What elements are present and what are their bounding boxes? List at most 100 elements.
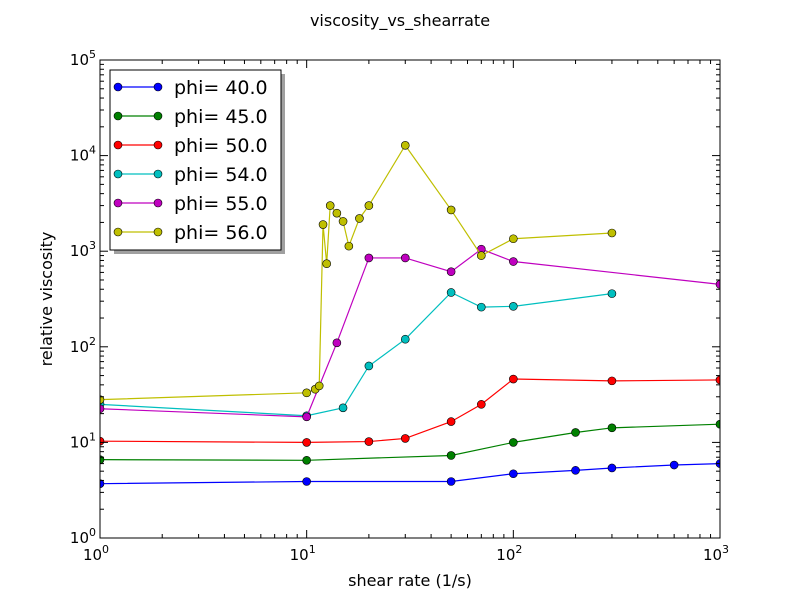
data-point bbox=[669, 460, 679, 470]
data-point bbox=[607, 289, 617, 298]
data-point bbox=[607, 423, 617, 433]
data-point bbox=[100, 436, 105, 446]
data-point bbox=[509, 257, 518, 266]
data-point bbox=[477, 302, 486, 312]
legend-marker bbox=[153, 198, 163, 208]
legend-marker bbox=[113, 111, 123, 121]
data-point bbox=[100, 479, 105, 488]
y-tick-base: 10 bbox=[70, 433, 89, 451]
data-point bbox=[715, 419, 720, 429]
data-point bbox=[364, 361, 374, 371]
y-tick-base: 10 bbox=[70, 338, 89, 356]
legend-marker bbox=[153, 140, 163, 150]
data-point bbox=[100, 395, 105, 404]
data-point bbox=[400, 253, 410, 263]
data-point bbox=[302, 455, 311, 465]
data-point bbox=[314, 381, 324, 391]
legend-label: phi= 50.0 bbox=[174, 135, 268, 157]
data-point bbox=[325, 201, 335, 210]
x-tick-exponent: 2 bbox=[515, 543, 522, 556]
data-point bbox=[446, 288, 456, 297]
data-point bbox=[571, 428, 580, 437]
y-tick-exponent: 0 bbox=[89, 526, 96, 539]
y-tick-label: 104 bbox=[70, 144, 96, 165]
y-tick-base: 10 bbox=[70, 529, 89, 547]
data-point bbox=[715, 280, 720, 289]
legend-marker bbox=[153, 111, 163, 121]
series-5 bbox=[100, 141, 617, 404]
y-axis-label: relative viscosity bbox=[37, 232, 56, 367]
data-point bbox=[302, 438, 311, 447]
y-tick-base: 10 bbox=[70, 147, 89, 165]
data-point bbox=[338, 217, 348, 226]
y-tick-exponent: 3 bbox=[89, 239, 96, 252]
legend-marker bbox=[113, 82, 123, 92]
x-tick-label: 100 bbox=[83, 543, 109, 564]
data-point bbox=[509, 302, 518, 311]
y-tick-label: 100 bbox=[70, 526, 96, 547]
series-line bbox=[100, 463, 720, 485]
data-point bbox=[509, 469, 518, 479]
data-point bbox=[607, 376, 617, 386]
data-point bbox=[338, 403, 348, 413]
legend-marker bbox=[153, 227, 163, 237]
data-point bbox=[364, 253, 374, 263]
data-point bbox=[322, 259, 331, 269]
y-tick-exponent: 2 bbox=[89, 335, 96, 348]
x-tick-label: 103 bbox=[703, 543, 729, 564]
y-tick-exponent: 1 bbox=[89, 430, 96, 443]
y-tick-label: 101 bbox=[70, 430, 96, 451]
y-tick-label: 103 bbox=[70, 239, 96, 260]
data-point bbox=[446, 477, 456, 486]
data-point bbox=[509, 234, 518, 244]
chart-title: viscosity_vs_shearrate bbox=[310, 11, 490, 31]
data-point bbox=[477, 400, 486, 409]
series-3 bbox=[100, 288, 617, 421]
data-point bbox=[607, 228, 617, 238]
y-tick-label: 102 bbox=[70, 335, 96, 356]
data-point bbox=[715, 375, 720, 385]
data-point bbox=[364, 437, 374, 446]
x-tick-exponent: 1 bbox=[309, 543, 316, 556]
data-point bbox=[318, 220, 328, 229]
series-0 bbox=[100, 459, 720, 488]
data-point bbox=[571, 466, 580, 475]
legend-marker bbox=[113, 140, 123, 150]
axes-frame bbox=[99, 59, 721, 539]
x-tick-base: 10 bbox=[496, 546, 515, 564]
data-point bbox=[607, 463, 617, 473]
data-point bbox=[364, 201, 374, 210]
y-tick-base: 10 bbox=[70, 242, 89, 260]
data-point bbox=[302, 412, 311, 422]
series-2 bbox=[100, 374, 720, 447]
x-tick-label: 101 bbox=[290, 543, 316, 564]
y-tick-exponent: 5 bbox=[89, 48, 96, 61]
x-tick-base: 10 bbox=[83, 546, 102, 564]
data-point bbox=[302, 388, 311, 398]
x-tick-exponent: 3 bbox=[722, 543, 729, 556]
legend-marker bbox=[113, 227, 123, 237]
x-tick-label: 102 bbox=[496, 543, 522, 564]
y-tick-label: 105 bbox=[70, 48, 96, 69]
legend-marker bbox=[153, 82, 163, 92]
series-layer bbox=[100, 141, 720, 488]
data-point bbox=[302, 477, 311, 486]
legend-marker bbox=[113, 198, 123, 208]
x-tick-exponent: 0 bbox=[102, 543, 109, 556]
y-tick-base: 10 bbox=[70, 51, 89, 69]
legend-label: phi= 56.0 bbox=[174, 222, 268, 244]
y-tick-exponent: 4 bbox=[89, 144, 96, 157]
legend-box bbox=[109, 69, 282, 251]
legend: phi= 40.0 phi= 45.0 phi= 50.0 phi= 54.0 phi=… bbox=[109, 69, 285, 254]
legend-label: phi= 54.0 bbox=[174, 164, 268, 186]
x-axis-label: shear rate (1/s) bbox=[348, 571, 472, 590]
ticks-layer bbox=[99, 59, 721, 539]
legend-marker bbox=[113, 169, 123, 179]
x-tick-base: 10 bbox=[703, 546, 722, 564]
legend-label: phi= 45.0 bbox=[174, 106, 268, 128]
data-point bbox=[100, 404, 105, 414]
x-tick-base: 10 bbox=[290, 546, 309, 564]
data-point bbox=[400, 434, 410, 443]
